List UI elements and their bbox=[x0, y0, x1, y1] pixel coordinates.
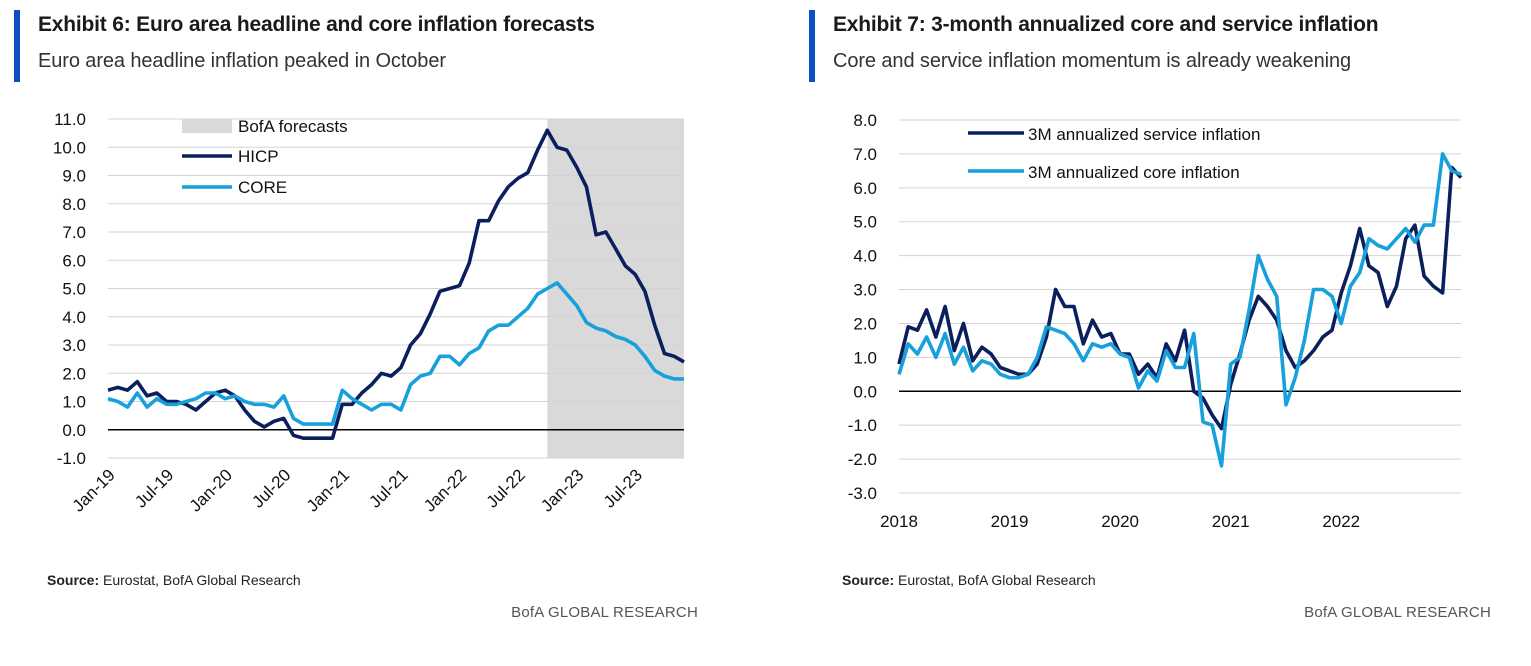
x-tick-label: Jan-23 bbox=[537, 465, 587, 515]
y-tick-label: 8.0 bbox=[62, 195, 86, 214]
y-tick-label: -3.0 bbox=[848, 484, 877, 503]
y-tick-label: 0.0 bbox=[853, 382, 877, 401]
exhibit-6-brand: BofA GLOBAL RESEARCH bbox=[511, 604, 698, 621]
source-text: Eurostat, BofA Global Research bbox=[99, 572, 301, 588]
x-tick-label: Jul-22 bbox=[483, 465, 529, 511]
x-tick-label: 2021 bbox=[1212, 512, 1250, 531]
legend-label-core: 3M annualized core inflation bbox=[1028, 163, 1240, 182]
exhibit-6-chart: 11.0 10.0 9.0 8.0 7.0 6.0 5.0 4.0 3.0 2.0 1.0 0.0 -1… bbox=[53, 110, 685, 516]
source-text: Eurostat, BofA Global Research bbox=[894, 572, 1096, 588]
exhibit-7-brand: BofA GLOBAL RESEARCH bbox=[1304, 604, 1491, 621]
series-line-service bbox=[897, 165, 1463, 431]
exhibit-6-source: Source: Eurostat, BofA Global Research bbox=[47, 572, 301, 588]
x-tick-label: Jul-21 bbox=[366, 465, 412, 511]
x-tick-label: Jan-19 bbox=[69, 465, 119, 515]
x-tick-label: Jul-20 bbox=[248, 465, 294, 511]
x-tick-label: Jan-21 bbox=[303, 465, 353, 515]
exhibit-7-panel: Exhibit 7: 3-month annualized core and s… bbox=[795, 0, 1531, 666]
y-tick-label: 3.0 bbox=[62, 336, 86, 355]
y-tick-label: -1.0 bbox=[848, 416, 877, 435]
series-line-core bbox=[107, 281, 684, 426]
exhibit-7-chart: 8.07.06.05.04.03.02.01.00.0-1.0-2.0-3.02… bbox=[848, 111, 1463, 531]
y-tick-label: 10.0 bbox=[53, 138, 86, 157]
y-tick-label: 0.0 bbox=[62, 421, 86, 440]
y-tick-label: 9.0 bbox=[62, 167, 86, 186]
y-tick-label: -1.0 bbox=[57, 449, 86, 468]
y-tick-label: 5.0 bbox=[62, 280, 86, 299]
x-tick-label: 2022 bbox=[1322, 512, 1360, 531]
legend-swatch-forecast bbox=[182, 119, 232, 133]
exhibit-7-subtitle: Core and service inflation momentum is a… bbox=[833, 50, 1351, 72]
y-tick-label: -2.0 bbox=[848, 450, 877, 469]
x-tick-label: 2020 bbox=[1101, 512, 1139, 531]
accent-bar bbox=[809, 10, 815, 82]
x-tick-label: Jan-22 bbox=[420, 465, 470, 515]
series-line-core bbox=[897, 152, 1462, 468]
y-tick-label: 4.0 bbox=[62, 308, 86, 327]
y-tick-label: 7.0 bbox=[62, 223, 86, 242]
y-tick-label: 3.0 bbox=[853, 281, 877, 300]
exhibit-6-title: Exhibit 6: Euro area headline and core i… bbox=[38, 13, 595, 36]
y-tick-label: 2.0 bbox=[62, 364, 86, 383]
source-label: Source: bbox=[842, 572, 895, 588]
y-tick-label: 2.0 bbox=[853, 314, 877, 333]
y-tick-label: 4.0 bbox=[853, 247, 877, 266]
legend-label-hicp: HICP bbox=[238, 147, 279, 166]
x-tick-label: 2019 bbox=[991, 512, 1029, 531]
accent-bar bbox=[14, 10, 20, 82]
y-tick-label: 1.0 bbox=[62, 393, 86, 412]
y-tick-label: 8.0 bbox=[853, 111, 877, 130]
source-label: Source: bbox=[47, 572, 100, 588]
x-tick-label: Jul-23 bbox=[600, 465, 646, 511]
y-tick-label: 5.0 bbox=[853, 213, 877, 232]
x-tick-label: 2018 bbox=[880, 512, 918, 531]
exhibit-6-subtitle: Euro area headline inflation peaked in O… bbox=[38, 50, 446, 72]
exhibit-6-panel: Exhibit 6: Euro area headline and core i… bbox=[0, 0, 760, 666]
y-tick-label: 1.0 bbox=[853, 348, 877, 367]
x-tick-label: Jan-20 bbox=[186, 465, 236, 515]
y-tick-label: 6.0 bbox=[62, 251, 86, 270]
series-line-hicp bbox=[107, 128, 685, 441]
x-tick-label: Jul-19 bbox=[131, 465, 177, 511]
exhibit-7-title: Exhibit 7: 3-month annualized core and s… bbox=[833, 13, 1379, 36]
legend-label-forecast: BofA forecasts bbox=[238, 117, 348, 136]
legend-label-service: 3M annualized service inflation bbox=[1028, 125, 1260, 144]
y-tick-label: 6.0 bbox=[853, 179, 877, 198]
y-tick-label: 11.0 bbox=[54, 110, 86, 129]
y-tick-label: 7.0 bbox=[853, 145, 877, 164]
exhibit-7-source: Source: Eurostat, BofA Global Research bbox=[842, 572, 1096, 588]
legend-label-core: CORE bbox=[238, 178, 287, 197]
